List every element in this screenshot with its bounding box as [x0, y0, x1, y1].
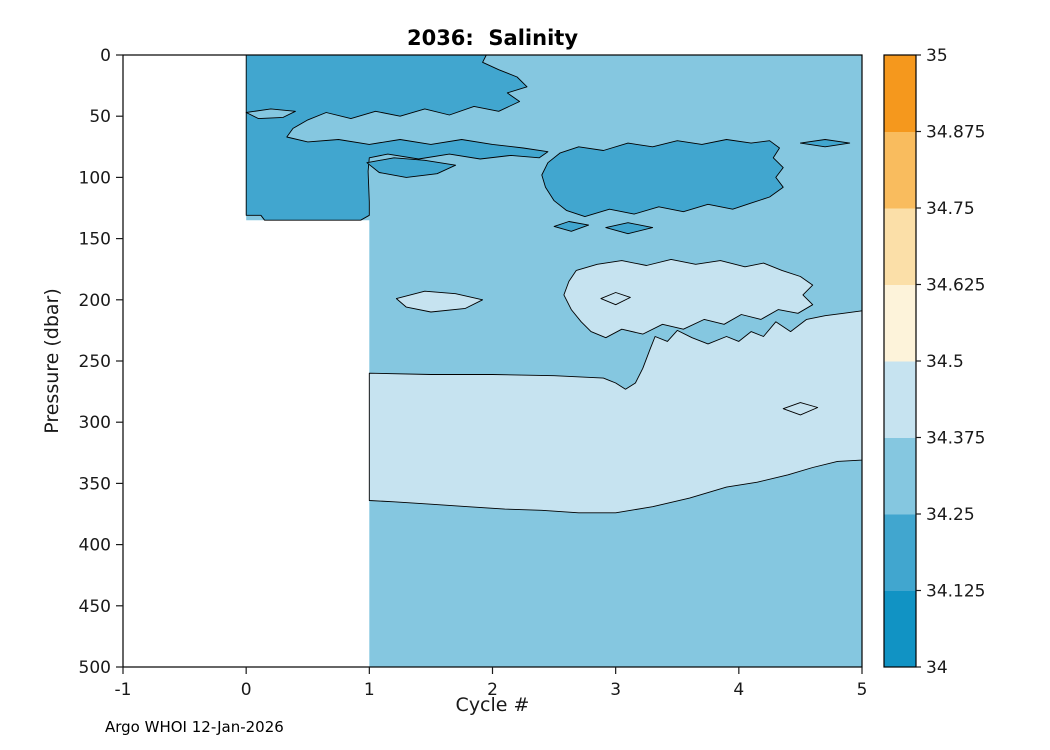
y-tick-label: 50	[89, 107, 111, 127]
light-lens-small	[600, 292, 631, 306]
y-tick-label: 500	[79, 658, 111, 678]
dark-blob-under-tongue	[366, 157, 457, 178]
colorbar-tick-label: 34.125	[926, 582, 985, 602]
dark-lens-a	[553, 221, 590, 232]
colorbar-segment	[884, 437, 916, 515]
y-tick-label: 450	[79, 597, 111, 617]
x-tick-label: 5	[857, 680, 868, 700]
dark-top-left-block	[245, 55, 549, 221]
colorbar-tick-label: 34.375	[926, 429, 985, 449]
y-tick-label: 400	[79, 536, 111, 556]
dark-band-subsurface	[541, 139, 784, 218]
data-region-base	[246, 55, 862, 667]
colorbar-segment	[884, 514, 916, 591]
y-axis-label: Pressure (dbar)	[41, 288, 63, 434]
contour-regions	[245, 55, 862, 667]
colorbar-tick-label: 34	[926, 658, 948, 678]
footer-annotation: Argo WHOI 12-Jan-2026	[105, 718, 284, 736]
colorbar-segment	[884, 131, 916, 209]
y-tick-label: 300	[79, 413, 111, 433]
x-tick-label: 4	[733, 680, 744, 700]
y-tick-label: 250	[79, 352, 111, 372]
x-axis-label: Cycle #	[455, 694, 530, 716]
colorbar-tick-label: 34.25	[926, 505, 975, 525]
colorbar-tick-label: 34.875	[926, 123, 985, 143]
colorbar-segment	[884, 361, 916, 438]
chart-title: 2036: Salinity	[406, 26, 579, 50]
x-tick-label: 1	[364, 680, 375, 700]
x-tick-label: -1	[115, 680, 132, 700]
colorbar-segment	[884, 284, 916, 362]
light-lens-left	[395, 290, 484, 313]
dark-lens-b	[605, 222, 654, 235]
colorbar-segment	[884, 55, 916, 132]
light-patch-mid	[563, 258, 814, 339]
medium-lens-in-block	[245, 108, 296, 120]
colorbar-segment	[884, 590, 916, 668]
x-tick-label: 3	[610, 680, 621, 700]
colorbar-tick-label: 34.75	[926, 199, 975, 219]
y-tick-label: 200	[79, 291, 111, 311]
y-tick-label: 150	[79, 230, 111, 250]
y-tick-label: 350	[79, 474, 111, 494]
colorbar-tick-label: 34.5	[926, 352, 964, 372]
y-tick-label: 0	[100, 46, 111, 66]
x-tick-label: 2	[487, 680, 498, 700]
light-band-deep	[368, 310, 862, 514]
x-tick-label: 0	[241, 680, 252, 700]
colorbar-tick-label: 34.625	[926, 276, 985, 296]
colorbar-segment	[884, 208, 916, 285]
light-blob-right	[782, 402, 819, 416]
y-tick-label: 100	[79, 168, 111, 188]
colorbar-tick-label: 35	[926, 46, 948, 66]
dark-lens-right-top	[799, 139, 851, 148]
